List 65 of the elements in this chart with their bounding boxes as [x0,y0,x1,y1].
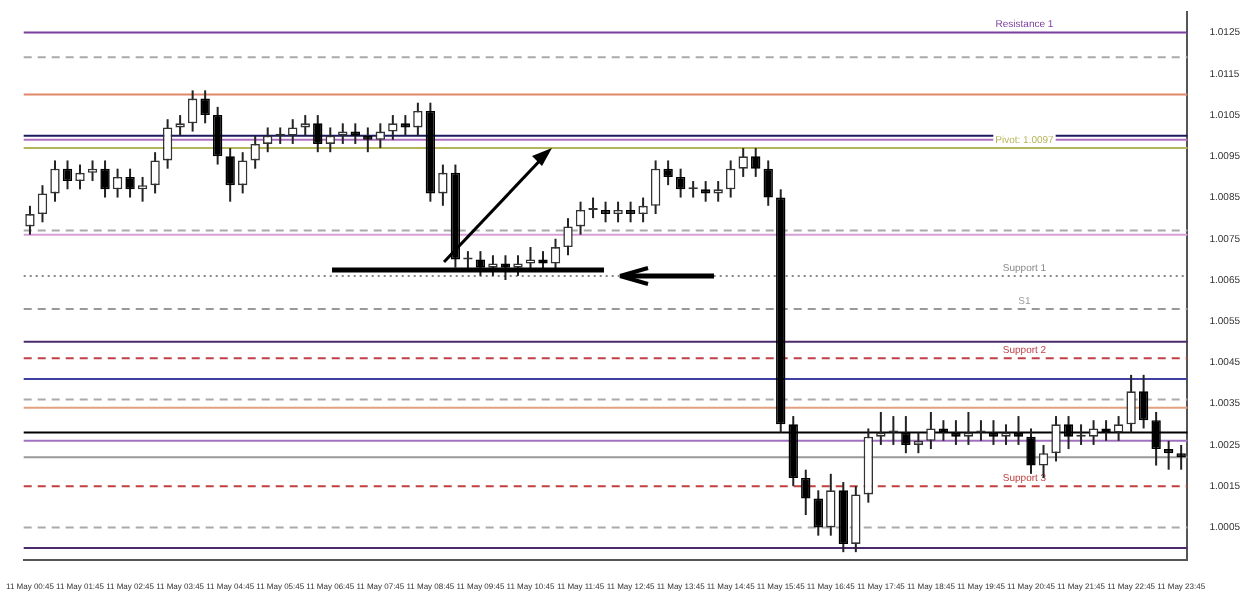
candlestick [1088,419,1099,446]
candlestick [175,114,185,137]
candlestick [100,159,110,199]
candlestick [250,134,260,170]
candlestick [1126,373,1136,434]
candlestick [325,126,335,154]
candlestick [313,114,323,154]
candlestick [763,159,773,207]
candlestick [550,237,561,273]
candlestick [663,159,673,187]
candlestick [876,410,886,446]
candlestick [62,159,73,191]
candlestick [738,147,748,178]
candlestick [963,410,974,446]
candlestick [187,89,198,133]
candlestick [25,204,35,236]
candlestick [338,122,348,145]
candlestick [1138,373,1149,430]
candlestick [350,122,360,145]
candlestick [288,118,298,145]
candlestick [826,472,836,537]
candlestick [675,167,686,199]
candlestick [112,167,123,199]
candlestick [225,147,235,203]
candlestick [575,200,586,236]
candlestick [50,159,60,203]
candlestick [150,151,160,195]
candlestick [125,167,135,199]
candlestick [1051,415,1061,463]
candlestick [650,159,661,216]
candlestick [200,89,210,125]
candlestick [1163,439,1174,471]
candlestick [363,126,373,154]
candlestick [851,485,861,554]
candlestick [813,489,823,537]
candlestick [638,196,648,224]
candlestick [1038,443,1049,479]
candlestick [162,118,173,170]
candlestick [1176,443,1186,471]
candlestick [413,101,423,137]
candlestick [400,114,411,137]
candlestick [475,250,486,277]
candlestick [926,410,936,451]
candlestick [913,431,924,455]
candlestick [713,180,723,203]
candlestick [388,114,398,141]
candlestick [751,147,761,178]
candlestick [87,159,98,183]
candlestick [300,114,310,137]
candlestick [212,105,223,166]
candlestick [700,180,711,203]
candlestick [801,468,811,517]
candlestick [726,159,736,199]
candlestick [237,151,248,195]
candlestick [500,254,511,282]
candlestick [563,217,573,257]
candlestick [525,246,536,273]
candlestick [375,122,386,150]
candlestick [1001,423,1011,446]
candlestick [137,175,148,203]
candlestick [75,163,85,191]
candlestick [1113,415,1124,442]
candlestick [263,126,273,154]
candlestick [438,163,448,207]
candlestick [37,184,48,224]
